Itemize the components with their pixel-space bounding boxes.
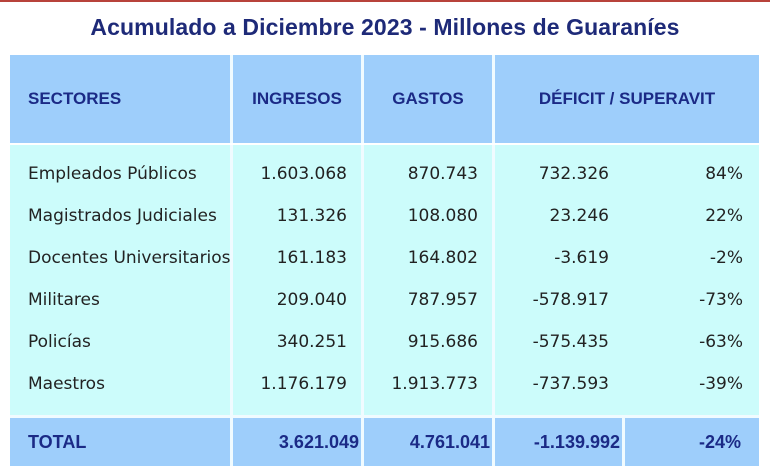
total-ingresos: 3.621.049	[233, 415, 364, 466]
rows-bottom-gap	[10, 405, 759, 415]
cell-sector: Magistrados Judiciales	[10, 195, 233, 237]
total-deficit: -1.139.992	[495, 415, 625, 466]
cell-percent: -2%	[625, 237, 759, 279]
cell-gastos: 1.913.773	[364, 363, 495, 405]
header-deficit-superavit: DÉFICIT / SUPERAVIT	[495, 55, 759, 143]
cell-ingresos: 1.603.068	[233, 145, 364, 195]
cell-deficit: 23.246	[495, 195, 625, 237]
cell-sector: Policías	[10, 321, 233, 363]
cell-ingresos: 340.251	[233, 321, 364, 363]
cell-ingresos: 1.176.179	[233, 363, 364, 405]
cell-deficit: -578.917	[495, 279, 625, 321]
top-border-line	[0, 0, 770, 2]
cell-sector: Militares	[10, 279, 233, 321]
header-sectores: SECTORES	[10, 55, 233, 143]
cell-sector: Maestros	[10, 363, 233, 405]
cell-gastos: 915.686	[364, 321, 495, 363]
cell-deficit: -575.435	[495, 321, 625, 363]
cell-ingresos: 209.040	[233, 279, 364, 321]
cell-percent: 22%	[625, 195, 759, 237]
cell-percent: -63%	[625, 321, 759, 363]
cell-percent: -39%	[625, 363, 759, 405]
cell-deficit: -3.619	[495, 237, 625, 279]
cell-gastos: 108.080	[364, 195, 495, 237]
cell-ingresos: 131.326	[233, 195, 364, 237]
total-row: TOTAL 3.621.049 4.761.041 -1.139.992 -24…	[10, 415, 759, 466]
table-row: Docentes Universitarios 161.183 164.802 …	[10, 237, 759, 279]
total-percent: -24%	[625, 415, 759, 466]
header-gastos: GASTOS	[364, 55, 495, 143]
header-row: SECTORES INGRESOS GASTOS DÉFICIT / SUPER…	[10, 55, 759, 143]
table-row: Empleados Públicos 1.603.068 870.743 732…	[10, 145, 759, 195]
cell-sector: Empleados Públicos	[10, 145, 233, 195]
total-gastos: 4.761.041	[364, 415, 495, 466]
cell-deficit: -737.593	[495, 363, 625, 405]
header-ingresos: INGRESOS	[233, 55, 364, 143]
cell-percent: -73%	[625, 279, 759, 321]
cell-ingresos: 161.183	[233, 237, 364, 279]
cell-percent: 84%	[625, 145, 759, 195]
header-spacer	[10, 143, 759, 145]
cell-deficit: 732.326	[495, 145, 625, 195]
total-label: TOTAL	[10, 415, 233, 466]
table-row: Magistrados Judiciales 131.326 108.080 2…	[10, 195, 759, 237]
table-row: Policías 340.251 915.686 -575.435 -63%	[10, 321, 759, 363]
cell-sector: Docentes Universitarios	[10, 237, 233, 279]
table-title: Acumulado a Diciembre 2023 - Millones de…	[90, 14, 680, 40]
table-row: Militares 209.040 787.957 -578.917 -73%	[10, 279, 759, 321]
cell-gastos: 164.802	[364, 237, 495, 279]
cell-gastos: 870.743	[364, 145, 495, 195]
table-row: Maestros 1.176.179 1.913.773 -737.593 -3…	[10, 363, 759, 405]
cell-gastos: 787.957	[364, 279, 495, 321]
budget-table: SECTORES INGRESOS GASTOS DÉFICIT / SUPER…	[10, 55, 759, 466]
